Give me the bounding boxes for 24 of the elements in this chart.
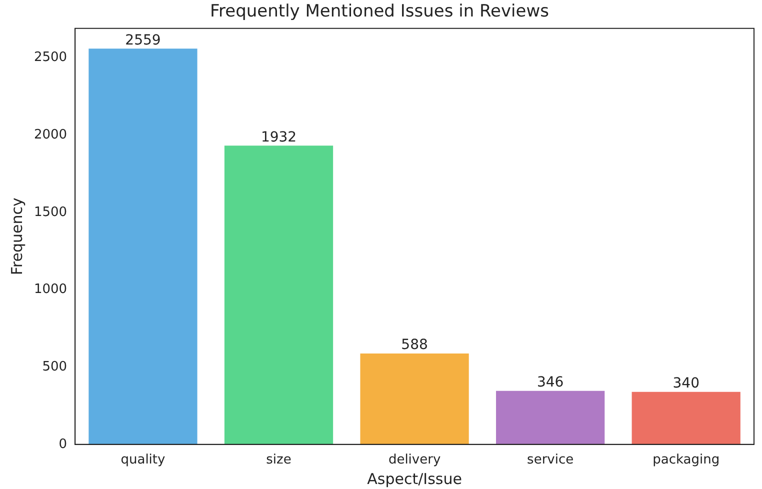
- x-tick-label: packaging: [652, 452, 720, 468]
- y-axis-title: Frequency: [8, 198, 26, 276]
- bar: [632, 392, 740, 444]
- x-tick-label: service: [527, 452, 574, 468]
- data-label: 588: [401, 337, 428, 354]
- y-tick-label: 2500: [34, 50, 68, 66]
- chart-title: Frequently Mentioned Issues in Reviews: [210, 2, 550, 22]
- data-label: 346: [536, 374, 564, 391]
- y-tick-label: 0: [58, 436, 68, 452]
- y-tick-label: 1500: [34, 204, 68, 220]
- data-label: 1932: [260, 129, 297, 146]
- data-label: 340: [672, 375, 700, 392]
- y-tick-label: 1000: [34, 282, 68, 298]
- data-label: 2559: [125, 32, 161, 48]
- bar: [88, 48, 198, 444]
- bar: [360, 353, 469, 444]
- x-tick-label: size: [266, 452, 292, 468]
- bar: [496, 390, 605, 444]
- y-tick-label: 2000: [34, 127, 68, 142]
- x-tick-label: delivery: [388, 452, 441, 468]
- y-tick-label: 500: [42, 359, 68, 374]
- x-tick-label: quality: [120, 452, 166, 468]
- x-axis-title: Aspect/Issue: [367, 470, 462, 488]
- bar: [224, 146, 334, 444]
